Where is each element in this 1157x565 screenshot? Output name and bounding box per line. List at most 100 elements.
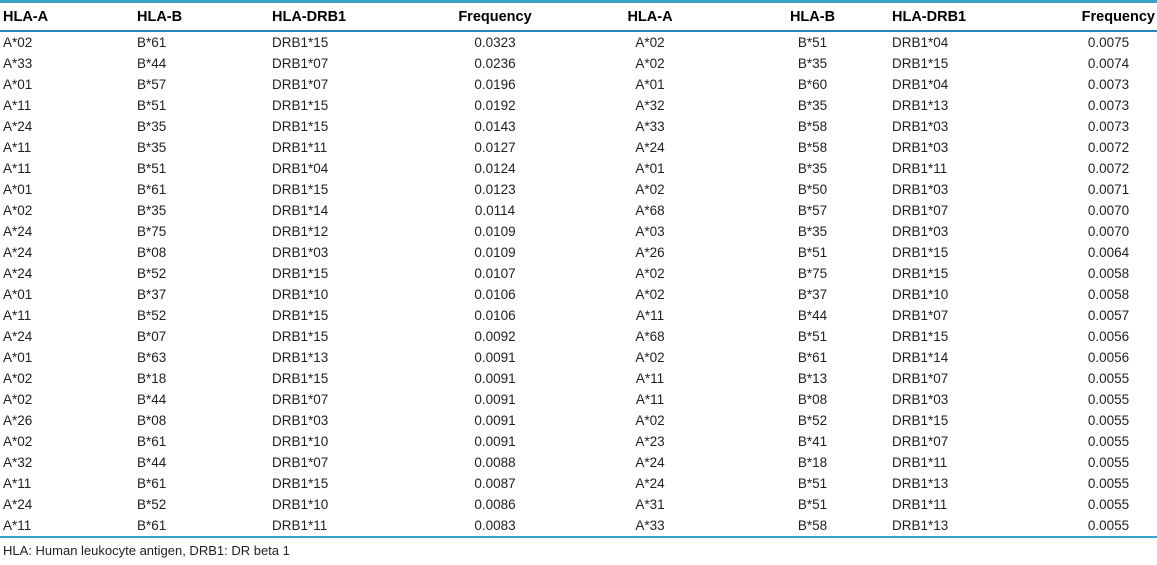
table-row: A*24 B*52 DRB1*15 0.0107 A*02 B*75 DRB1*…	[0, 263, 1157, 284]
cell-hla-a-left: A*01	[3, 77, 33, 92]
cell-hla-a-left: A*02	[3, 434, 33, 449]
table-row: A*11 B*35 DRB1*11 0.0127 A*24 B*58 DRB1*…	[0, 137, 1157, 158]
cell-hla-a-right: A*02	[635, 287, 665, 302]
cell-frequency-left: 0.0323	[474, 35, 516, 50]
cell-hla-a-left: A*24	[3, 266, 33, 281]
cell-hla-drb1-left: DRB1*15	[272, 308, 329, 323]
cell-frequency-right: 0.0057	[1087, 308, 1130, 323]
cell-hla-b-left: B*61	[137, 434, 167, 449]
cell-hla-b-right: B*50	[797, 182, 828, 197]
cell-hla-a-right: A*11	[635, 371, 665, 386]
table-row: A*01 B*63 DRB1*13 0.0091 A*02 B*61 DRB1*…	[0, 347, 1157, 368]
cell-hla-drb1-left: DRB1*10	[272, 497, 329, 512]
cell-frequency-right: 0.0070	[1087, 224, 1130, 239]
cell-hla-a-right: A*26	[635, 245, 665, 260]
column-header-frequency-right: Frequency	[1060, 1, 1157, 32]
cell-hla-b-left: B*35	[137, 203, 167, 218]
table-footnote: HLA: Human leukocyte antigen, DRB1: DR b…	[3, 543, 290, 558]
cell-hla-drb1-left: DRB1*15	[272, 266, 329, 281]
cell-hla-a-right: A*24	[635, 140, 665, 155]
table-row: A*01 B*57 DRB1*07 0.0196 A*01 B*60 DRB1*…	[0, 74, 1157, 95]
cell-hla-a-right: A*01	[635, 77, 665, 92]
cell-hla-drb1-right: DRB1*13	[892, 518, 949, 533]
cell-hla-a-left: A*11	[3, 476, 32, 491]
cell-frequency-right: 0.0058	[1087, 266, 1130, 281]
cell-hla-drb1-right: DRB1*13	[892, 476, 949, 491]
cell-frequency-left: 0.0143	[474, 119, 516, 134]
cell-frequency-left: 0.0192	[474, 98, 516, 113]
cell-frequency-left: 0.0086	[474, 497, 516, 512]
cell-hla-b-left: B*44	[137, 392, 167, 407]
table-row: A*24 B*52 DRB1*10 0.0086 A*31 B*51 DRB1*…	[0, 494, 1157, 515]
cell-hla-b-right: B*51	[797, 35, 828, 50]
cell-hla-drb1-left: DRB1*07	[272, 77, 329, 92]
table-row: A*02 B*35 DRB1*14 0.0114 A*68 B*57 DRB1*…	[0, 200, 1157, 221]
cell-hla-drb1-left: DRB1*11	[272, 140, 328, 155]
table-row: A*24 B*75 DRB1*12 0.0109 A*03 B*35 DRB1*…	[0, 221, 1157, 242]
cell-frequency-right: 0.0075	[1087, 35, 1130, 50]
table-row: A*01 B*37 DRB1*10 0.0106 A*02 B*37 DRB1*…	[0, 284, 1157, 305]
cell-hla-drb1-left: DRB1*14	[272, 203, 329, 218]
cell-hla-a-left: A*11	[3, 518, 32, 533]
cell-hla-drb1-left: DRB1*15	[272, 476, 329, 491]
cell-hla-a-right: A*33	[635, 119, 665, 134]
cell-frequency-right: 0.0056	[1087, 329, 1130, 344]
cell-frequency-right: 0.0055	[1087, 392, 1130, 407]
cell-hla-drb1-right: DRB1*03	[892, 392, 949, 407]
table-row: A*02 B*61 DRB1*15 0.0323 A*02 B*51 DRB1*…	[0, 31, 1157, 53]
cell-hla-a-right: A*01	[635, 161, 665, 176]
cell-hla-drb1-left: DRB1*15	[272, 119, 329, 134]
table-body: A*02 B*61 DRB1*15 0.0323 A*02 B*51 DRB1*…	[0, 31, 1157, 537]
cell-hla-a-right: A*02	[635, 266, 665, 281]
column-header-hla-drb1-left: HLA-DRB1	[270, 1, 435, 32]
cell-hla-b-left: B*52	[137, 497, 167, 512]
cell-hla-a-left: A*01	[3, 287, 33, 302]
cell-frequency-right: 0.0073	[1087, 119, 1130, 134]
cell-hla-drb1-right: DRB1*15	[892, 413, 949, 428]
cell-hla-drb1-right: DRB1*04	[892, 35, 949, 50]
table-row: A*24 B*35 DRB1*15 0.0143 A*33 B*58 DRB1*…	[0, 116, 1157, 137]
cell-hla-b-right: B*35	[797, 98, 828, 113]
cell-hla-b-left: B*08	[137, 245, 167, 260]
cell-frequency-left: 0.0083	[474, 518, 516, 533]
cell-hla-drb1-right: DRB1*15	[892, 56, 949, 71]
cell-hla-b-left: B*07	[137, 329, 167, 344]
cell-hla-drb1-right: DRB1*15	[892, 266, 949, 281]
cell-frequency-left: 0.0123	[474, 182, 516, 197]
cell-hla-drb1-right: DRB1*11	[892, 497, 948, 512]
cell-hla-b-right: B*35	[797, 224, 828, 239]
table-row: A*01 B*61 DRB1*15 0.0123 A*02 B*50 DRB1*…	[0, 179, 1157, 200]
cell-hla-a-left: A*11	[3, 98, 32, 113]
cell-hla-drb1-right: DRB1*07	[892, 434, 949, 449]
cell-hla-b-left: B*51	[137, 98, 167, 113]
cell-hla-a-right: A*02	[635, 35, 665, 50]
cell-hla-drb1-left: DRB1*03	[272, 245, 329, 260]
cell-hla-a-right: A*32	[635, 98, 665, 113]
cell-hla-b-left: B*61	[137, 182, 167, 197]
cell-hla-b-left: B*61	[137, 518, 167, 533]
cell-hla-drb1-right: DRB1*11	[892, 455, 948, 470]
cell-hla-drb1-left: DRB1*11	[272, 518, 328, 533]
cell-frequency-right: 0.0055	[1087, 455, 1130, 470]
cell-hla-a-left: A*11	[3, 308, 32, 323]
column-header-frequency-left: Frequency	[435, 1, 555, 32]
cell-hla-b-right: B*51	[797, 476, 828, 491]
cell-frequency-left: 0.0092	[474, 329, 516, 344]
cell-hla-b-right: B*61	[797, 350, 828, 365]
cell-hla-drb1-left: DRB1*07	[272, 392, 329, 407]
cell-hla-a-right: A*03	[635, 224, 665, 239]
cell-frequency-left: 0.0196	[474, 77, 516, 92]
cell-hla-b-right: B*58	[797, 140, 828, 155]
cell-hla-a-right: A*68	[635, 203, 665, 218]
table-row: A*24 B*07 DRB1*15 0.0092 A*68 B*51 DRB1*…	[0, 326, 1157, 347]
column-header-hla-b-left: HLA-B	[133, 1, 270, 32]
cell-hla-b-right: B*60	[797, 77, 828, 92]
cell-frequency-left: 0.0088	[474, 455, 516, 470]
cell-frequency-right: 0.0073	[1087, 98, 1130, 113]
cell-hla-a-left: A*24	[3, 329, 33, 344]
cell-hla-a-right: A*24	[635, 476, 665, 491]
cell-hla-b-left: B*08	[137, 413, 167, 428]
cell-hla-b-left: B*63	[137, 350, 167, 365]
cell-hla-b-right: B*51	[797, 329, 828, 344]
cell-hla-drb1-left: DRB1*03	[272, 413, 329, 428]
